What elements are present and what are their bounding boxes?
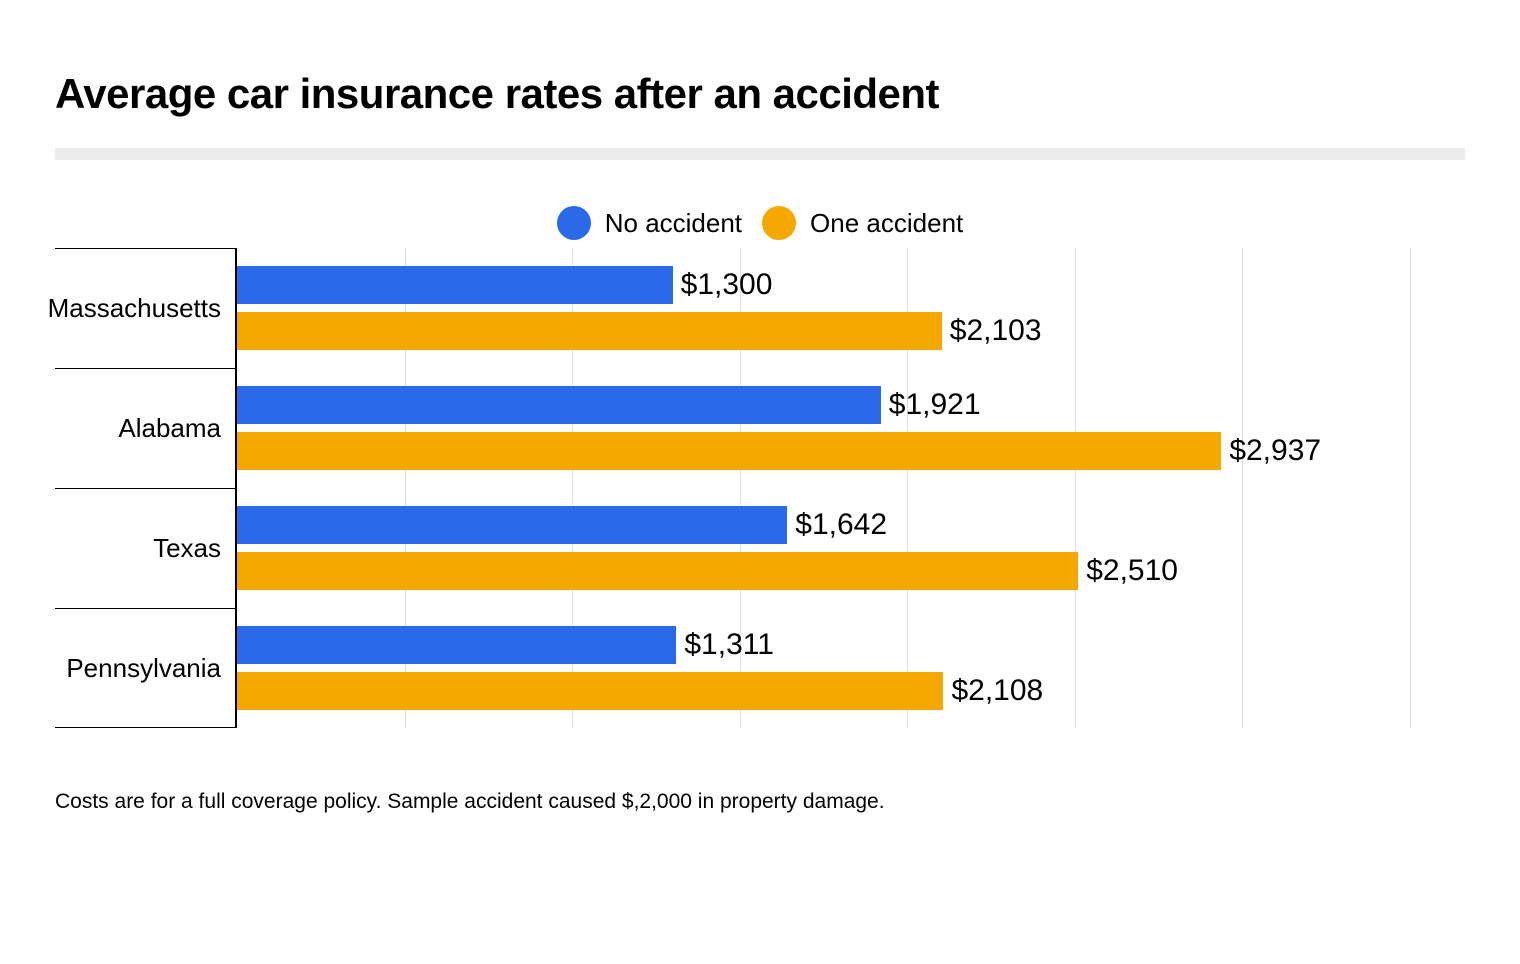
- bar-no_accident: $1,921: [237, 386, 881, 424]
- legend-dot-no-accident: [557, 206, 591, 240]
- legend-label-no-accident: No accident: [605, 208, 742, 239]
- bar-value: $2,103: [950, 314, 1042, 348]
- bar-wrap: $1,300: [237, 266, 1410, 304]
- bar-no_accident: $1,642: [237, 506, 787, 544]
- bar-value: $1,300: [681, 268, 773, 302]
- bar-one_accident: $2,937: [237, 432, 1221, 470]
- chart-footnote: Costs are for a full coverage policy. Sa…: [55, 790, 1465, 814]
- bar-no_accident: $1,300: [237, 266, 673, 304]
- bar-wrap: $2,108: [237, 672, 1410, 710]
- page-root: Average car insurance rates after an acc…: [0, 0, 1520, 964]
- bar-value: $1,642: [795, 508, 887, 542]
- bar-wrap: $1,921: [237, 386, 1410, 424]
- title-divider: [55, 148, 1465, 160]
- bar-one_accident: $2,108: [237, 672, 943, 710]
- bar-value: $1,921: [889, 388, 981, 422]
- category-label-row: Massachusetts: [55, 248, 235, 368]
- bar-group: $1,300 $2,103: [237, 248, 1410, 368]
- category-label-row: Alabama: [55, 368, 235, 488]
- category-label-row: Pennsylvania: [55, 608, 235, 728]
- bar-wrap: $2,937: [237, 432, 1410, 470]
- gridline: [1410, 248, 1411, 728]
- legend: No accident One accident: [55, 206, 1465, 240]
- bar-group: $1,921 $2,937: [237, 368, 1410, 488]
- bar-no_accident: $1,311: [237, 626, 676, 664]
- plot-area: $1,300 $2,103 $1,921 $2,937 $1,642 $2,510 $1,3…: [237, 248, 1410, 728]
- bar-one_accident: $2,103: [237, 312, 942, 350]
- category-label: Massachusetts: [48, 293, 221, 324]
- legend-item-no-accident: No accident: [557, 206, 742, 240]
- legend-label-one-accident: One accident: [810, 208, 963, 239]
- bar-wrap: $1,311: [237, 626, 1410, 664]
- bar-group: $1,311 $2,108: [237, 608, 1410, 728]
- category-label: Pennsylvania: [66, 653, 221, 684]
- chart-title: Average car insurance rates after an acc…: [55, 70, 1465, 118]
- category-label: Texas: [153, 533, 221, 564]
- bar-wrap: $1,642: [237, 506, 1410, 544]
- bar-one_accident: $2,510: [237, 552, 1078, 590]
- chart-area: Massachusetts Alabama Texas Pennsylvania $1…: [55, 248, 1465, 728]
- bar-value: $2,510: [1086, 554, 1178, 588]
- legend-item-one-accident: One accident: [762, 206, 963, 240]
- bar-group: $1,642 $2,510: [237, 488, 1410, 608]
- y-axis-label-column: Massachusetts Alabama Texas Pennsylvania: [55, 248, 237, 728]
- category-label: Alabama: [118, 413, 221, 444]
- bar-wrap: $2,103: [237, 312, 1410, 350]
- bar-value: $2,108: [951, 674, 1043, 708]
- bar-value: $1,311: [684, 628, 774, 662]
- bar-wrap: $2,510: [237, 552, 1410, 590]
- category-label-row: Texas: [55, 488, 235, 608]
- legend-dot-one-accident: [762, 206, 796, 240]
- bar-value: $2,937: [1229, 434, 1321, 468]
